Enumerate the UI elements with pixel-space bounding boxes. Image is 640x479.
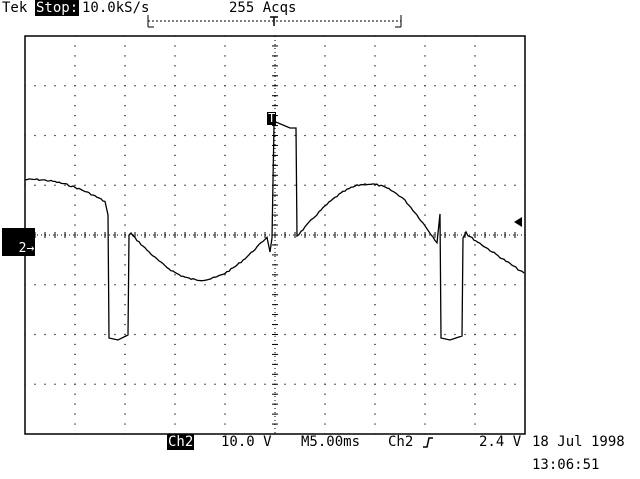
waveform-trace <box>24 121 525 341</box>
acquisition-count: 255 Acqs <box>229 0 297 16</box>
time-label: 13:06:51 <box>532 457 600 473</box>
trigger-position-marker: T <box>267 111 277 125</box>
rising-edge-icon <box>423 437 433 448</box>
brand-label: Tek <box>2 0 28 16</box>
trigger-level: 2.4 V <box>479 434 522 450</box>
timebase: M5.00ms <box>301 434 361 450</box>
channel-2-ground-marker: 2→ <box>2 228 36 256</box>
record-length-bracket <box>147 15 402 28</box>
sample-rate: 10.0kS/s <box>82 0 150 16</box>
graticule-grid <box>24 35 526 435</box>
trigger-level-arrow-icon <box>514 217 522 227</box>
run-state-badge: Stop: <box>35 0 80 16</box>
right-arrow-icon: → <box>26 241 35 256</box>
channel-number: 2 <box>18 241 27 256</box>
volts-per-division: 10.0 V <box>221 434 272 450</box>
trigger-source: Ch2 <box>388 434 414 450</box>
channel-label: Ch2 <box>167 434 195 450</box>
date-label: 18 Jul 1998 <box>532 434 625 450</box>
